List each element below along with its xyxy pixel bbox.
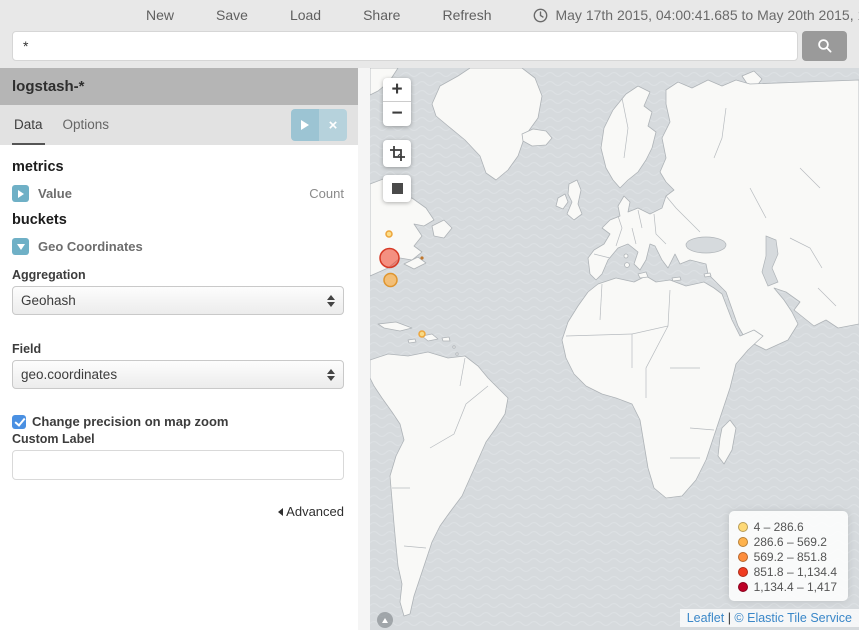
crop-icon	[389, 146, 405, 161]
time-picker[interactable]: May 17th 2015, 04:00:41.685 to May 20th …	[533, 7, 859, 23]
legend-label: 286.6 – 569.2	[753, 534, 827, 549]
metric-row[interactable]: Value Count	[12, 185, 344, 202]
geohash-points	[379, 230, 426, 338]
query-input[interactable]	[12, 31, 798, 61]
map-legend: 4 – 286.6 286.6 – 569.2 569.2 – 851.8 85…	[728, 511, 848, 601]
editor-run-buttons: ×	[291, 109, 347, 141]
discard-changes-button[interactable]: ×	[319, 109, 347, 141]
search-button[interactable]	[802, 31, 847, 61]
metric-type: Count	[309, 186, 344, 201]
set-extent-button[interactable]	[383, 175, 411, 202]
nav-new-button[interactable]: New	[146, 7, 175, 23]
legend-label: 569.2 – 851.8	[753, 549, 827, 564]
leaflet-link[interactable]: Leaflet	[686, 611, 725, 625]
vis-editor-sidebar: logstash-* Data Options × metrics V	[0, 68, 358, 630]
top-navbar: New Save Load Share Refresh May 17th 201…	[0, 0, 859, 30]
bucket-label: Geo Coordinates	[38, 239, 143, 254]
inland-seas	[685, 235, 779, 287]
geohash-point[interactable]	[379, 247, 400, 269]
legend-swatch	[737, 521, 748, 532]
legend-row: 1,134.4 – 1,417	[737, 579, 837, 594]
main-area: logstash-* Data Options × metrics V	[0, 68, 859, 630]
chevron-down-icon	[16, 243, 25, 250]
time-range-label: May 17th 2015, 04:00:41.685 to May 20th …	[555, 7, 859, 23]
select-caret-icon	[327, 294, 335, 307]
geohash-point[interactable]	[385, 230, 393, 238]
select-caret-icon	[327, 368, 335, 381]
geohash-point[interactable]	[420, 256, 424, 260]
advanced-label: Advanced	[286, 504, 344, 519]
map-attribution: Leaflet | © Elastic Tile Service	[679, 609, 859, 627]
zoom-out-button[interactable]: −	[383, 102, 411, 126]
square-icon	[391, 183, 403, 194]
landmasses	[370, 68, 859, 617]
nav-load-button[interactable]: Load	[289, 7, 322, 23]
zoom-control: + −	[383, 78, 411, 126]
country-borders	[392, 97, 837, 549]
tile-map-canvas[interactable]: + − 4 – 286.6	[370, 68, 859, 630]
legend-swatch	[737, 581, 748, 592]
bucket-row[interactable]: Geo Coordinates	[12, 238, 344, 255]
metric-label: Value	[38, 186, 72, 201]
legend-row: 4 – 286.6	[737, 519, 837, 534]
aggregation-select[interactable]: Geohash	[12, 286, 344, 315]
legend-label: 4 – 286.6	[753, 519, 804, 534]
chevron-right-icon	[17, 189, 24, 198]
geohash-point[interactable]	[418, 330, 426, 338]
sidebar-gutter	[358, 68, 370, 630]
legend-row: 851.8 – 1,134.4	[737, 564, 837, 579]
tab-options[interactable]: Options	[62, 116, 110, 132]
play-icon	[301, 120, 309, 130]
nav-save-button[interactable]: Save	[216, 7, 248, 23]
editor-content: metrics Value Count buckets Geo Coordina…	[0, 145, 358, 630]
zoom-in-button[interactable]: +	[383, 78, 411, 102]
tab-data[interactable]: Data	[12, 105, 45, 145]
fit-data-bounds-button[interactable]	[383, 140, 411, 167]
legend-label: 1,134.4 – 1,417	[753, 579, 837, 594]
legend-swatch	[737, 536, 748, 547]
index-pattern-header: logstash-*	[0, 68, 358, 105]
legend-label: 851.8 – 1,134.4	[753, 564, 837, 579]
legend-swatch	[737, 566, 748, 577]
tile-service-link[interactable]: © Elastic Tile Service	[734, 611, 852, 625]
chevron-up-icon	[382, 617, 388, 623]
apply-changes-button[interactable]	[291, 109, 319, 141]
clock-icon	[534, 8, 548, 22]
aggregation-label: Aggregation	[12, 268, 86, 282]
search-icon	[817, 39, 832, 53]
metric-expand-button[interactable]	[12, 185, 29, 202]
checkbox-checked-icon[interactable]	[12, 414, 26, 429]
attribution-separator: |	[724, 611, 735, 625]
query-bar	[0, 30, 859, 68]
field-select[interactable]: geo.coordinates	[12, 360, 344, 389]
bucket-collapse-button[interactable]	[12, 238, 29, 255]
aggregation-value: Geohash	[21, 293, 76, 308]
nav-refresh-button[interactable]: Refresh	[442, 7, 492, 23]
nav-share-button[interactable]: Share	[363, 7, 401, 23]
precision-label: Change precision on map zoom	[32, 414, 229, 429]
custom-label-input[interactable]	[12, 450, 344, 480]
field-label: Field	[12, 342, 42, 356]
precision-checkbox-row[interactable]: Change precision on map zoom	[12, 414, 344, 429]
legend-row: 569.2 – 851.8	[737, 549, 837, 564]
editor-tabbar: Data Options ×	[0, 105, 358, 145]
legend-row: 286.6 – 569.2	[737, 534, 837, 549]
geohash-point[interactable]	[383, 272, 398, 288]
custom-label-label: Custom Label	[12, 432, 95, 446]
advanced-toggle[interactable]: Advanced	[12, 504, 344, 519]
spy-panel-button[interactable]	[377, 612, 393, 628]
legend-swatch	[737, 551, 748, 562]
chevron-left-icon	[278, 507, 284, 516]
buckets-heading: buckets	[12, 212, 67, 228]
metrics-heading: metrics	[12, 159, 64, 175]
field-value: geo.coordinates	[21, 367, 118, 382]
